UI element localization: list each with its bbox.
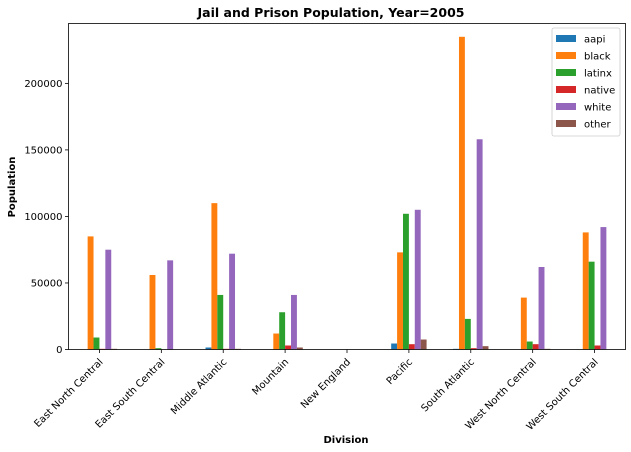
bar-white-2 (229, 253, 236, 350)
bar-latinx-7 (526, 341, 533, 350)
bar-white-3 (291, 294, 297, 350)
legend-swatch-native (556, 86, 576, 93)
legend-label-latinx: latinx (584, 69, 612, 80)
bar-black-5 (397, 252, 403, 350)
legend-label-aapi: aapi (584, 35, 605, 46)
bar-aapi-2 (205, 347, 212, 350)
y-tick-label: 200000 (24, 79, 62, 90)
bar-aapi-5 (391, 343, 398, 350)
bar-latinx-1 (155, 348, 162, 350)
x-axis-label: Division (323, 435, 368, 446)
bar-native-5 (408, 344, 415, 350)
legend-swatch-other (556, 120, 576, 127)
bar-black-8 (582, 232, 589, 350)
bar-white-5 (414, 209, 421, 350)
bar-latinx-8 (588, 261, 595, 350)
legend-label-other: other (584, 120, 612, 131)
bar-latinx-3 (279, 312, 286, 350)
bar-black-3 (273, 333, 280, 350)
bar-black-7 (520, 297, 527, 350)
bar-native-3 (285, 345, 292, 350)
bar-white-7 (538, 267, 545, 350)
bar-native-8 (594, 345, 601, 350)
bar-black-1 (149, 274, 156, 350)
legend-swatch-latinx (556, 69, 576, 76)
y-tick-label: 150000 (24, 145, 62, 156)
bar-white-6 (476, 139, 483, 350)
legend-label-black: black (584, 52, 611, 63)
y-tick-label: 100000 (24, 212, 62, 223)
bar-white-8 (600, 227, 607, 350)
bar-black-2 (211, 203, 218, 350)
bar-other-6 (482, 346, 489, 350)
bar-other-3 (296, 347, 303, 350)
y-tick-label: 50000 (31, 278, 63, 289)
y-tick-label: 0 (56, 345, 62, 356)
bar-white-0 (105, 249, 112, 350)
bar-black-0 (87, 236, 94, 350)
bar-latinx-5 (402, 213, 409, 350)
legend-label-white: white (584, 103, 611, 114)
legend-swatch-aapi (556, 35, 576, 42)
bar-latinx-0 (93, 337, 100, 350)
legend-swatch-white (556, 103, 576, 110)
bar-latinx-6 (464, 318, 471, 350)
bar-black-6 (458, 36, 465, 350)
legend: aapi black latinx native white other (551, 27, 621, 137)
bar-white-1 (167, 260, 174, 350)
legend-swatch-black (556, 52, 576, 59)
y-axis-label: Population (7, 157, 18, 218)
bar-latinx-2 (217, 294, 224, 350)
bar-native-7 (532, 344, 539, 350)
bar-native-6 (470, 348, 477, 350)
chart-title: Jail and Prison Population, Year=2005 (197, 5, 465, 20)
bar-other-5 (420, 339, 427, 350)
legend-label-native: native (584, 86, 615, 97)
